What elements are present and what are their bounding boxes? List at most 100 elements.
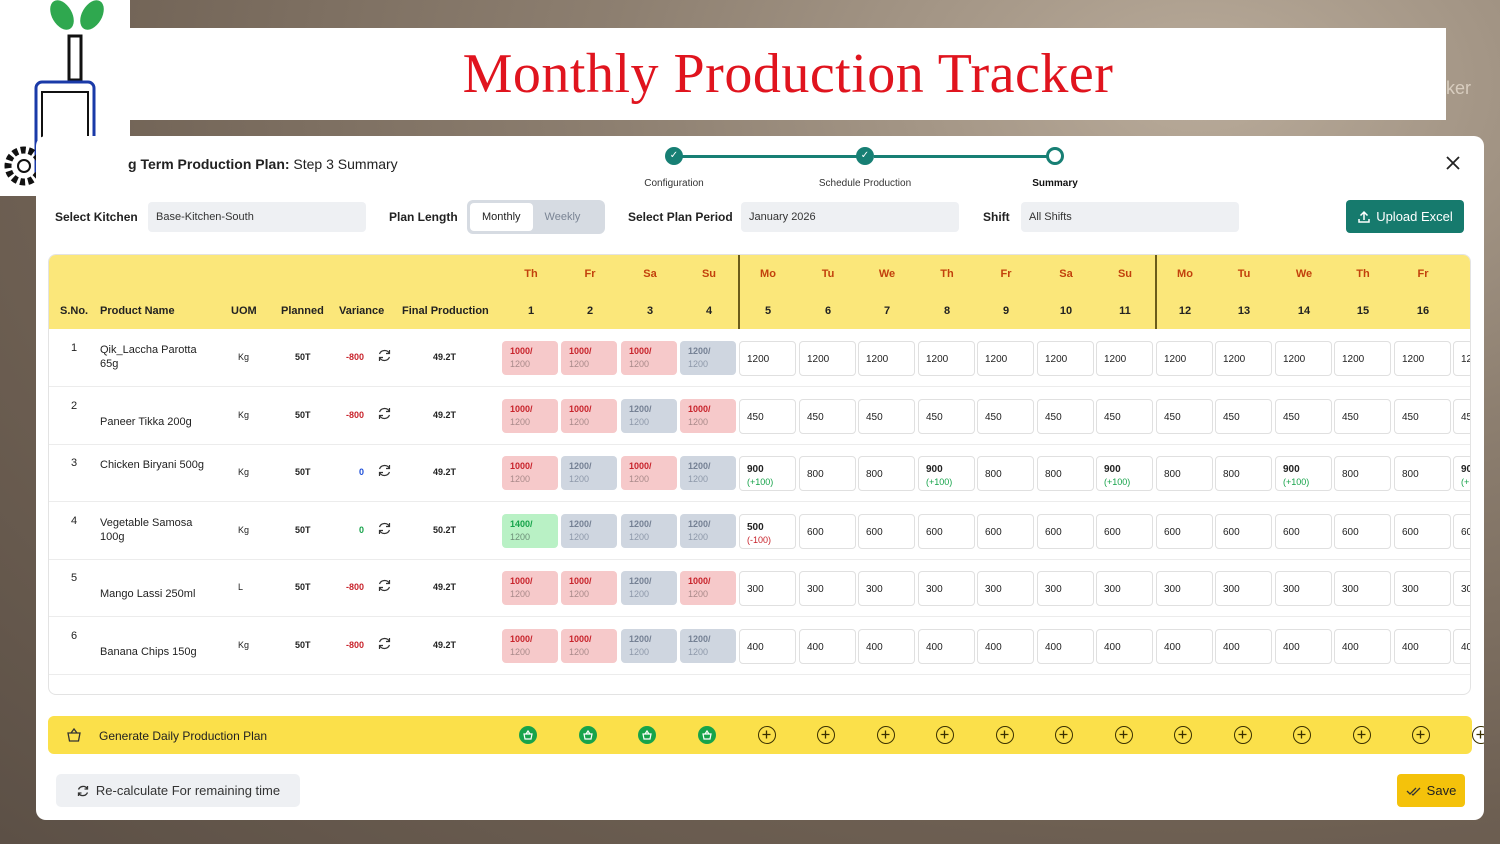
plan-qty-input[interactable]: 450: [1096, 398, 1153, 434]
plan-qty-input[interactable]: 1200: [1215, 341, 1272, 376]
add-plan-icon[interactable]: [817, 726, 835, 744]
add-plan-icon[interactable]: [1293, 726, 1311, 744]
period-select[interactable]: January 2026: [741, 202, 959, 232]
add-plan-icon[interactable]: [1174, 726, 1192, 744]
plan-qty-input[interactable]: 600: [858, 513, 915, 549]
generated-check-icon[interactable]: [638, 726, 656, 744]
plan-qty-input[interactable]: 1200: [1156, 341, 1213, 376]
refresh-icon[interactable]: [377, 463, 392, 478]
upload-excel-button[interactable]: Upload Excel: [1346, 200, 1464, 233]
plan-qty-input[interactable]: 450: [1275, 398, 1332, 434]
recalculate-button[interactable]: Re-calculate For remaining time: [56, 774, 300, 807]
add-plan-icon[interactable]: [877, 726, 895, 744]
refresh-icon[interactable]: [377, 578, 392, 593]
refresh-icon[interactable]: [377, 521, 392, 536]
plan-qty-input[interactable]: 400: [1394, 628, 1451, 664]
plan-qty-input[interactable]: 800: [1156, 456, 1213, 491]
plan-qty-input[interactable]: 900 (+100): [918, 456, 975, 491]
plan-qty-input[interactable]: 450: [739, 398, 796, 434]
plan-qty-input[interactable]: 400: [1334, 628, 1391, 664]
plan-qty-input[interactable]: 1200: [1096, 341, 1153, 376]
plan-qty-input[interactable]: 300: [1275, 571, 1332, 606]
shift-select[interactable]: All Shifts: [1021, 202, 1239, 232]
plan-qty-input[interactable]: 600: [918, 513, 975, 549]
plan-qty-input[interactable]: 1200: [1037, 341, 1094, 376]
add-plan-icon[interactable]: [1353, 726, 1371, 744]
plan-qty-input[interactable]: 450: [1394, 398, 1451, 434]
plan-qty-input[interactable]: 1200: [1275, 341, 1332, 376]
plan-qty-input[interactable]: 1200: [918, 341, 975, 376]
plan-qty-input[interactable]: 400: [977, 628, 1034, 664]
plan-length-weekly[interactable]: Weekly: [544, 211, 581, 223]
add-plan-icon[interactable]: [936, 726, 954, 744]
add-plan-icon[interactable]: [1472, 726, 1484, 744]
plan-qty-input[interactable]: 900 (+100): [1275, 456, 1332, 491]
refresh-icon[interactable]: [377, 406, 392, 421]
plan-qty-input[interactable]: 60: [1453, 513, 1470, 549]
step-summary-current-icon[interactable]: [1046, 147, 1064, 165]
plan-qty-input[interactable]: 400: [858, 628, 915, 664]
add-plan-icon[interactable]: [996, 726, 1014, 744]
plan-qty-input[interactable]: 300: [1037, 571, 1094, 606]
plan-qty-input[interactable]: 450: [977, 398, 1034, 434]
plan-qty-input[interactable]: 600: [1215, 513, 1272, 549]
plan-qty-input[interactable]: 300: [918, 571, 975, 606]
plan-qty-input[interactable]: 450: [918, 398, 975, 434]
plan-qty-input[interactable]: 450: [1215, 398, 1272, 434]
generated-check-icon[interactable]: [579, 726, 597, 744]
plan-qty-input[interactable]: 600: [1394, 513, 1451, 549]
plan-qty-input[interactable]: 400: [918, 628, 975, 664]
plan-qty-input[interactable]: 400: [1096, 628, 1153, 664]
plan-qty-input[interactable]: 300: [977, 571, 1034, 606]
step-configuration-check-icon[interactable]: ✓: [665, 147, 683, 165]
plan-qty-input[interactable]: 300: [1334, 571, 1391, 606]
add-plan-icon[interactable]: [758, 726, 776, 744]
plan-qty-input[interactable]: 900 (+100): [739, 456, 796, 491]
refresh-icon[interactable]: [377, 636, 392, 651]
plan-qty-input[interactable]: 450: [1334, 398, 1391, 434]
plan-qty-input[interactable]: 800: [858, 456, 915, 491]
plan-qty-input[interactable]: 600: [799, 513, 856, 549]
plan-qty-input[interactable]: 300: [1215, 571, 1272, 606]
plan-qty-input[interactable]: 600: [1334, 513, 1391, 549]
kitchen-select[interactable]: Base-Kitchen-South: [148, 202, 366, 232]
step-schedule-check-icon[interactable]: ✓: [856, 147, 874, 165]
plan-qty-input[interactable]: 600: [1275, 513, 1332, 549]
plan-qty-input[interactable]: 30: [1453, 571, 1470, 606]
plan-qty-input[interactable]: 800: [799, 456, 856, 491]
plan-qty-input[interactable]: 600: [1037, 513, 1094, 549]
plan-qty-input[interactable]: 800: [1394, 456, 1451, 491]
plan-qty-input[interactable]: 800: [1037, 456, 1094, 491]
save-button[interactable]: Save: [1397, 774, 1465, 807]
plan-qty-input[interactable]: 40: [1453, 628, 1470, 664]
plan-length-monthly[interactable]: Monthly: [470, 203, 533, 231]
plan-qty-input[interactable]: 400: [739, 628, 796, 664]
plan-qty-input[interactable]: 300: [1394, 571, 1451, 606]
plan-qty-input[interactable]: 600: [1096, 513, 1153, 549]
plan-qty-input[interactable]: 800: [977, 456, 1034, 491]
plan-qty-input[interactable]: 300: [799, 571, 856, 606]
plan-qty-input[interactable]: 450: [1037, 398, 1094, 434]
refresh-icon[interactable]: [377, 348, 392, 363]
plan-qty-input[interactable]: 300: [1096, 571, 1153, 606]
plan-qty-input[interactable]: 1200: [1334, 341, 1391, 376]
plan-qty-input[interactable]: 1200: [858, 341, 915, 376]
plan-qty-input[interactable]: 12: [1453, 341, 1470, 376]
plan-qty-input[interactable]: 300: [1156, 571, 1213, 606]
plan-qty-input[interactable]: 400: [1215, 628, 1272, 664]
plan-qty-input[interactable]: 400: [799, 628, 856, 664]
add-plan-icon[interactable]: [1115, 726, 1133, 744]
plan-qty-input[interactable]: 400: [1275, 628, 1332, 664]
plan-qty-input[interactable]: 1200: [739, 341, 796, 376]
plan-qty-input[interactable]: 450: [858, 398, 915, 434]
plan-qty-input[interactable]: 600: [977, 513, 1034, 549]
plan-qty-input[interactable]: 600: [1156, 513, 1213, 549]
add-plan-icon[interactable]: [1412, 726, 1430, 744]
plan-qty-input[interactable]: 1200: [1394, 341, 1451, 376]
plan-qty-input[interactable]: 900 (+100): [1096, 456, 1153, 491]
add-plan-icon[interactable]: [1234, 726, 1252, 744]
plan-qty-input[interactable]: 800: [1334, 456, 1391, 491]
plan-qty-input[interactable]: 400: [1037, 628, 1094, 664]
plan-qty-input[interactable]: 1200: [799, 341, 856, 376]
generated-check-icon[interactable]: [698, 726, 716, 744]
